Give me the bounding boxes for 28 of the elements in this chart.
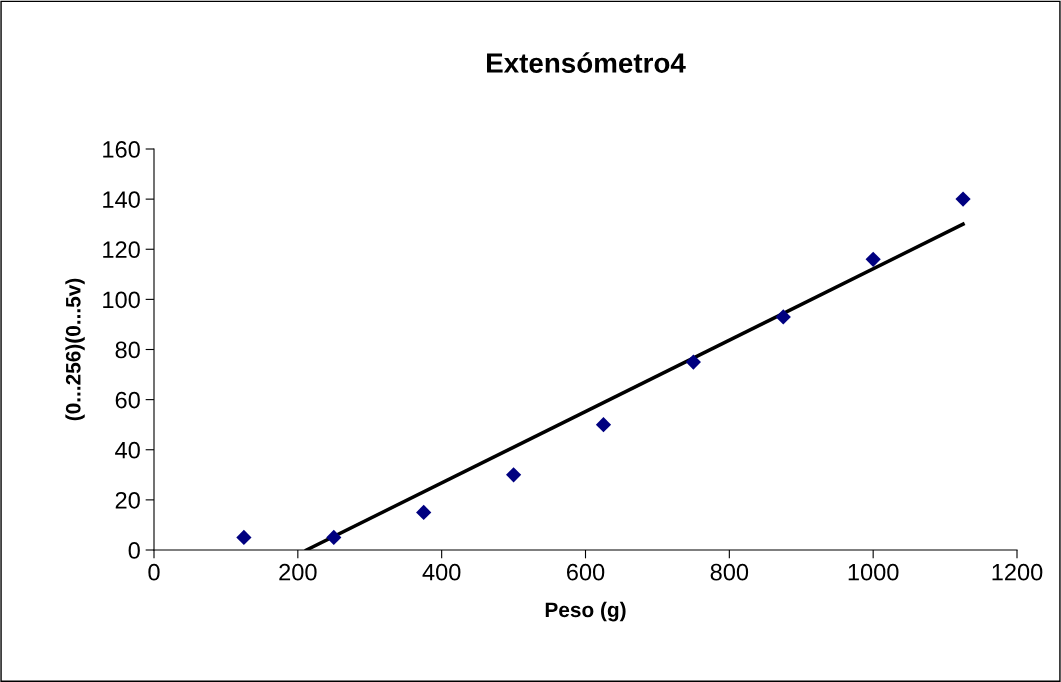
x-tick-label: 400 (422, 563, 461, 581)
y-tick-label: 120 (103, 241, 140, 259)
y-tick-label: 0 (128, 542, 140, 559)
y-tick-label: 140 (103, 191, 140, 208)
x-tick-label: 200 (279, 563, 317, 581)
y-tick-label: 160 (103, 141, 140, 158)
point (236, 529, 252, 546)
point (775, 309, 791, 325)
x-tick-label: 600 (567, 563, 605, 581)
chart-title: Extensómetro4 (487, 52, 686, 73)
point (505, 467, 522, 483)
x-tick-label: 1200 (992, 563, 1043, 581)
x-axis-title: Peso (g) (545, 601, 626, 622)
y-tick-label: 40 (115, 441, 140, 459)
point (865, 251, 881, 267)
x-tick-label: 1000 (848, 563, 899, 581)
point (955, 191, 971, 207)
point (416, 504, 432, 521)
point (685, 354, 701, 370)
point (595, 417, 612, 433)
point (326, 529, 342, 546)
x-tick-label: 0 (148, 563, 160, 581)
y-tick-label: 20 (115, 491, 140, 509)
y-tick-label: 80 (115, 341, 140, 359)
y-tick-label: 100 (103, 291, 140, 309)
x-tick-label: 800 (710, 563, 749, 581)
y-tick-label: 60 (115, 391, 140, 409)
y-axis-title: (0...256)(0...5v) (65, 278, 85, 421)
